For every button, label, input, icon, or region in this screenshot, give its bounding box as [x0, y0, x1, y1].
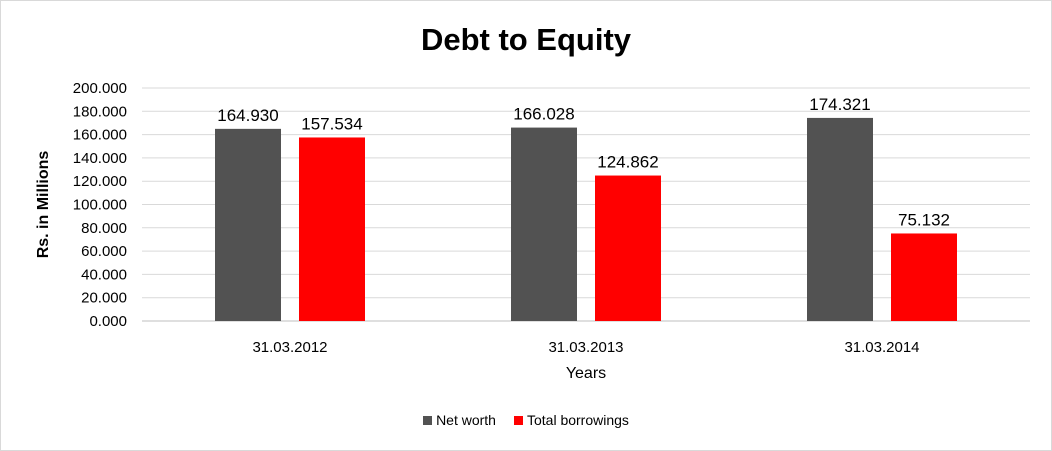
- data-label-total-borrowings: 75.132: [898, 210, 950, 229]
- bar-total-borrowings: [595, 175, 661, 321]
- bars: [215, 117, 957, 321]
- y-axis-title: Rs. in Millions: [35, 151, 52, 259]
- y-tick-label: 160.000: [73, 127, 127, 144]
- bar-net-worth: [215, 128, 281, 321]
- data-label-total-borrowings: 124.862: [597, 153, 658, 172]
- data-label-net-worth: 174.321: [809, 95, 870, 114]
- bar-net-worth: [511, 127, 577, 321]
- x-tick-label: 31.03.2014: [844, 339, 919, 356]
- y-tick-label: 180.000: [73, 103, 127, 120]
- data-label-net-worth: 166.028: [513, 105, 574, 124]
- gridlines: [142, 87, 1030, 299]
- data-label-net-worth: 164.930: [217, 106, 278, 125]
- x-tick-label: 31.03.2012: [252, 339, 327, 356]
- bar-total-borrowings: [891, 233, 957, 321]
- x-axis-title: Years: [566, 365, 606, 382]
- y-tick-label: 60.000: [81, 243, 127, 260]
- legend-item-total-borrowings: Total borrowings: [513, 412, 629, 428]
- bar-total-borrowings: [299, 137, 365, 321]
- legend-swatch-total-borrowings: [513, 415, 523, 425]
- legend-swatch-net-worth: [423, 415, 433, 425]
- data-label-total-borrowings: 157.534: [301, 114, 362, 133]
- legend-item-net-worth: Net worth: [423, 412, 496, 428]
- legend-label-total-borrowings: Total borrowings: [526, 412, 629, 428]
- legend: Net worth Total borrowings: [0, 412, 1052, 428]
- x-tick-label: 31.03.2013: [548, 339, 623, 356]
- legend-label-net-worth: Net worth: [436, 412, 496, 428]
- y-tick-label: 200.000: [73, 80, 127, 97]
- y-tick-label: 80.000: [81, 220, 127, 237]
- bar-net-worth: [807, 117, 873, 321]
- x-axis-ticks: 31.03.2012 31.03.2013 31.03.2014: [252, 339, 919, 356]
- data-labels: 164.930 157.534 166.028 124.862 174.321 75.13…: [217, 95, 950, 230]
- y-tick-label: 40.000: [81, 266, 127, 283]
- y-tick-label: 20.000: [81, 290, 127, 307]
- y-tick-label: 120.000: [73, 173, 127, 190]
- y-axis-ticks: 0.000 20.000 40.000 60.000 80.000 100.000 120.…: [73, 80, 127, 330]
- y-tick-label: 0.000: [89, 313, 127, 330]
- chart-title: Debt to Equity: [420, 22, 632, 57]
- y-tick-label: 100.000: [73, 197, 127, 214]
- y-tick-label: 140.000: [73, 150, 127, 167]
